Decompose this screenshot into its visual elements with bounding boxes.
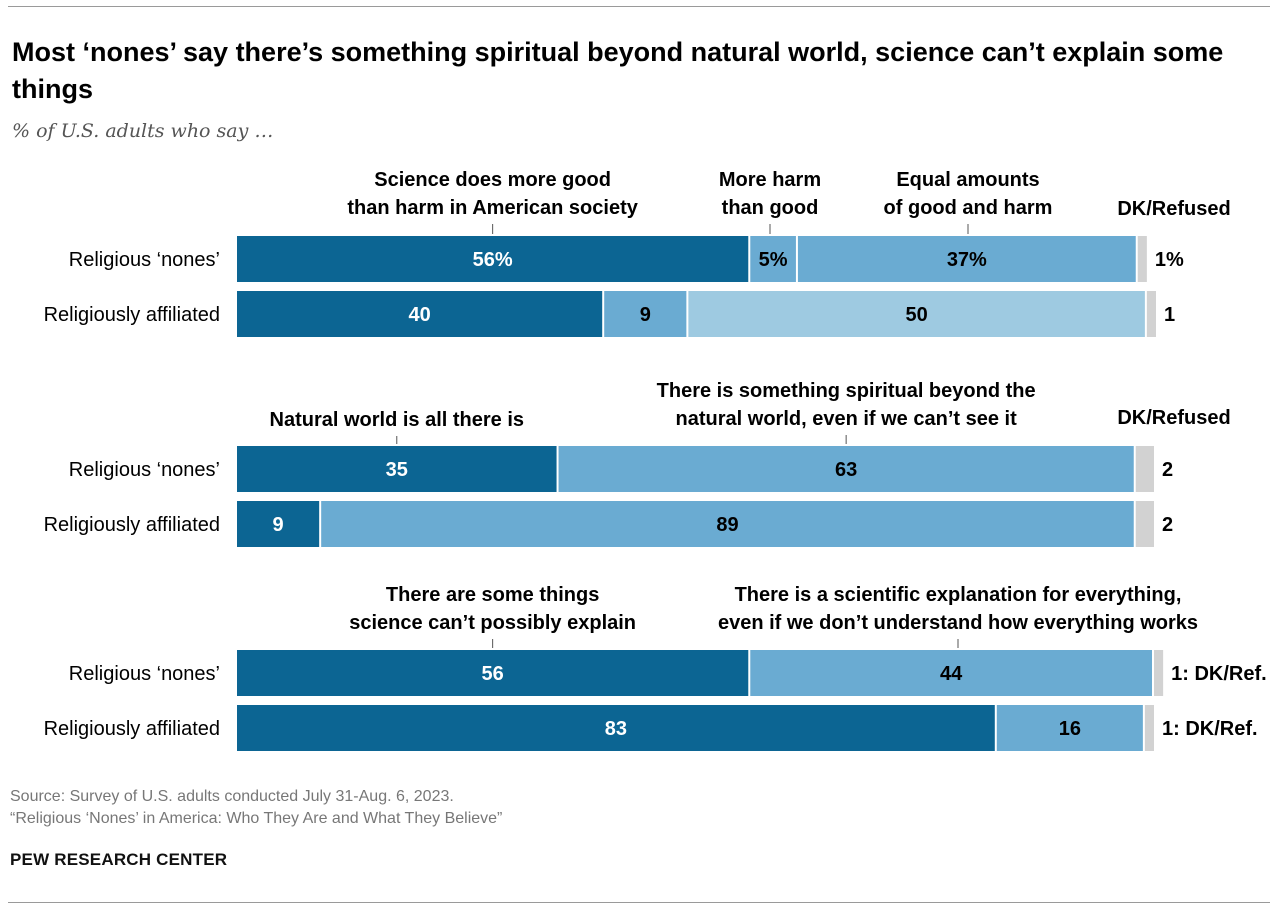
data-label-0-1-0: 40 [408,304,430,326]
series-header-1-1: natural world, even if we can’t see it [676,408,1018,430]
chart-subtitle: % of U.S. adults who say … [12,120,274,142]
data-label-1-0-2: 2 [1162,459,1173,481]
series-header-0-2: of good and harm [884,197,1053,219]
data-label-0-1-3: 1 [1164,304,1175,326]
series-header-2-1: even if we don’t understand how everythi… [718,612,1198,634]
data-label-0-0-3: 1% [1155,249,1184,271]
bar-0-0-1 [750,236,796,282]
series-header-0-0: Science does more good [374,169,611,191]
brand-name: PEW RESEARCH CENTER [10,850,228,869]
data-label-1-0-1: 63 [835,459,857,481]
chart-title: Most ‘nones’ say there’s something spiri… [12,37,1224,104]
series-header-2-1: There is a scientific explanation for ev… [735,584,1182,606]
bar-2-1-0 [237,705,995,751]
data-label-2-1-0: 83 [605,718,627,740]
row-label-2-1: Religiously affiliated [44,718,220,740]
data-label-0-0-0: 56% [473,249,513,271]
data-label-1-1-2: 2 [1162,514,1173,536]
series-header-0-1: than good [722,197,819,219]
top-rule [8,6,1270,7]
data-label-0-1-1: 9 [640,304,651,326]
bar-2-1-2 [1144,705,1154,751]
bottom-rule [8,902,1270,903]
data-label-2-0-1: 44 [940,663,963,685]
bar-1-0-1 [558,446,1134,492]
bar-0-0-3 [1137,236,1147,282]
series-header-0-0: than harm in American society [347,197,638,219]
data-label-1-1-1: 89 [716,514,738,536]
bar-1-0-2 [1135,446,1154,492]
data-label-2-1-2: 1: DK/Ref. [1162,718,1258,740]
series-header-1-2: DK/Refused [1117,407,1230,429]
series-header-1-0: Natural world is all there is [270,409,525,431]
bar-0-1-0 [237,291,603,337]
row-label-2-0: Religious ‘nones’ [69,663,220,685]
data-label-0-0-2: 37% [947,249,987,271]
row-label-0-1: Religiously affiliated [44,304,220,326]
bar-2-1-1 [996,705,1143,751]
bar-0-0-2 [797,236,1136,282]
data-label-1-0-0: 35 [386,459,408,481]
bar-0-0-0 [237,236,749,282]
data-label-0-0-1: 5% [759,249,788,271]
bar-0-1-2 [688,291,1145,337]
series-header-2-0: There are some things [386,584,599,606]
series-header-0-3: DK/Refused [1117,198,1230,220]
row-label-0-0: Religious ‘nones’ [69,249,220,271]
series-header-0-1: More harm [719,169,821,191]
data-label-2-0-2: 1: DK/Ref. [1171,663,1267,685]
row-label-1-1: Religiously affiliated [44,514,220,536]
bar-0-1-3 [1146,291,1156,337]
stacked-bar-chart: Science does more good than harm in Ameri… [44,169,1267,751]
bar-1-1-1 [321,501,1134,547]
bar-0-1-1 [604,291,687,337]
bar-2-0-1 [750,650,1152,696]
series-header-2-0: science can’t possibly explain [349,612,636,634]
source-line: Source: Survey of U.S. adults conducted … [10,788,454,805]
source-note: Source: Survey of U.S. adults conducted … [10,786,502,830]
report-line: “Religious ‘Nones’ in America: Who They … [10,810,503,827]
data-label-2-1-1: 16 [1059,718,1081,740]
series-header-1-1: There is something spiritual beyond the [657,380,1036,402]
row-label-1-0: Religious ‘nones’ [69,459,220,481]
bar-1-0-0 [237,446,557,492]
data-label-1-1-0: 9 [273,514,284,536]
bar-2-0-2 [1154,650,1164,696]
bar-1-1-2 [1135,501,1154,547]
bar-2-0-0 [237,650,749,696]
data-label-2-0-0: 56 [482,663,504,685]
series-header-0-2: Equal amounts [896,169,1039,191]
bar-1-1-0 [237,501,320,547]
data-label-0-1-2: 50 [905,304,927,326]
